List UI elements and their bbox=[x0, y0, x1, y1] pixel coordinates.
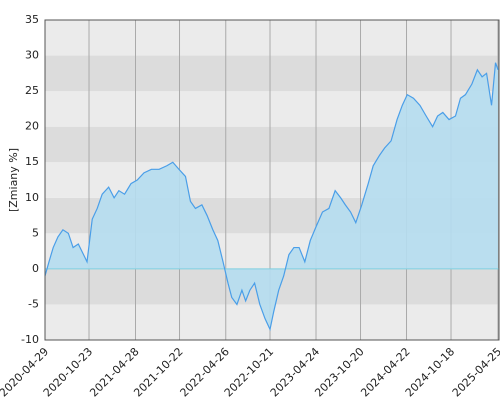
y-tick-label: 20 bbox=[25, 120, 39, 133]
band bbox=[45, 20, 499, 56]
line bbox=[44, 62, 499, 332]
y-tick-label: 30 bbox=[25, 49, 39, 62]
y-tick-label: -5 bbox=[28, 297, 39, 310]
y-tick-label: 15 bbox=[25, 155, 39, 168]
y-tick-label: 5 bbox=[32, 226, 39, 239]
y-tick-label: 0 bbox=[32, 262, 39, 275]
y-tick-label: 10 bbox=[25, 191, 39, 204]
y-tick-label: -10 bbox=[21, 333, 39, 346]
area bbox=[45, 62, 499, 330]
band bbox=[45, 91, 499, 127]
plot-border bbox=[44, 19, 500, 341]
x-tick-label: 2025-04-25 bbox=[450, 345, 500, 399]
y-tick-label: 25 bbox=[25, 84, 39, 97]
y-tick-label: 35 bbox=[25, 13, 39, 26]
band bbox=[45, 55, 499, 92]
y-axis-label: [Zmiany %] bbox=[7, 148, 20, 212]
